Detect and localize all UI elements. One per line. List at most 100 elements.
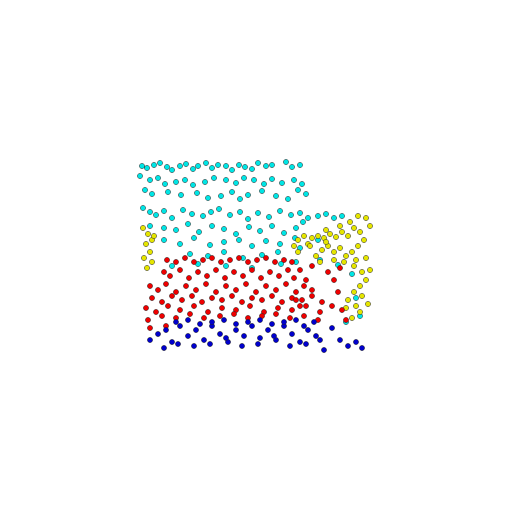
scatter-point-s1-48 xyxy=(307,243,313,249)
scatter-point-s2-32 xyxy=(155,287,161,293)
scatter-point-s2-14 xyxy=(289,259,295,265)
scatter-point-s3-25 xyxy=(345,343,351,349)
scatter-point-s2-97 xyxy=(273,311,279,317)
scatter-point-s0-11 xyxy=(209,165,215,171)
scatter-point-s1-16 xyxy=(333,234,339,240)
scatter-point-s1-34 xyxy=(341,259,347,265)
scatter-point-s2-70 xyxy=(177,307,183,313)
scatter-point-s0-78 xyxy=(173,227,179,233)
scatter-point-s0-2 xyxy=(151,162,157,168)
scatter-point-s3-27 xyxy=(359,345,365,351)
scatter-point-s1-45 xyxy=(349,315,355,321)
scatter-point-s2-44 xyxy=(273,287,279,293)
scatter-point-s2-61 xyxy=(269,293,275,299)
scatter-point-s0-34 xyxy=(233,180,239,186)
scatter-point-s0-49 xyxy=(229,189,235,195)
scatter-point-s3-38 xyxy=(317,337,323,343)
scatter-point-s1-21 xyxy=(363,215,369,221)
scatter-point-s2-3 xyxy=(191,259,197,265)
scatter-point-s2-19 xyxy=(195,269,201,275)
scatter-point-s2-52 xyxy=(179,297,185,303)
scatter-point-s0-19 xyxy=(263,163,269,169)
scatter-point-s2-50 xyxy=(159,299,165,305)
scatter-point-s0-54 xyxy=(285,196,291,202)
scatter-point-s2-60 xyxy=(259,297,265,303)
scatter-point-s2-29 xyxy=(285,267,291,273)
scatter-point-s3-28 xyxy=(161,345,167,351)
scatter-point-s0-40 xyxy=(291,177,297,183)
scatter-point-s2-23 xyxy=(231,269,237,275)
scatter-point-s3-0 xyxy=(147,337,153,343)
scatter-point-s1-28 xyxy=(331,249,337,255)
scatter-point-s0-50 xyxy=(237,196,243,202)
scatter-point-s2-0 xyxy=(164,257,170,263)
scatter-point-s1-47 xyxy=(323,239,329,245)
scatter-point-s2-31 xyxy=(147,283,153,289)
scatter-point-s2-88 xyxy=(145,317,151,323)
scatter-point-s1-1 xyxy=(145,231,151,237)
scatter-point-s3-3 xyxy=(169,339,175,345)
scatter-point-s3-44 xyxy=(233,321,239,327)
scatter-point-s2-40 xyxy=(233,287,239,293)
scatter-point-s0-75 xyxy=(305,215,311,221)
scatter-point-s1-0 xyxy=(140,225,146,231)
scatter-point-s1-55 xyxy=(347,219,353,225)
scatter-point-s2-79 xyxy=(303,303,309,309)
scatter-point-s0-35 xyxy=(241,175,247,181)
scatter-point-s0-45 xyxy=(178,192,184,198)
scatter-point-s1-6 xyxy=(149,259,155,265)
scatter-point-s0-101 xyxy=(263,238,269,244)
scatter-point-s2-21 xyxy=(213,267,219,273)
scatter-point-s1-23 xyxy=(361,237,367,243)
scatter-point-s0-23 xyxy=(297,162,303,168)
scatter-point-s2-59 xyxy=(249,295,255,301)
scatter-point-s0-81 xyxy=(209,223,215,229)
scatter-point-s2-26 xyxy=(258,275,264,281)
scatter-point-s0-83 xyxy=(233,231,239,237)
scatter-point-s0-69 xyxy=(245,216,251,222)
scatter-point-s1-54 xyxy=(337,223,343,229)
scatter-point-s1-52 xyxy=(367,267,373,273)
scatter-point-s1-50 xyxy=(295,249,301,255)
scatter-point-s2-7 xyxy=(227,257,233,263)
scatter-point-s2-55 xyxy=(209,295,215,301)
scatter-point-s2-39 xyxy=(223,283,229,289)
scatter-point-s2-24 xyxy=(240,273,246,279)
scatter-point-s2-10 xyxy=(254,257,260,263)
scatter-point-s2-13 xyxy=(281,257,287,263)
scatter-point-s2-12 xyxy=(272,259,278,265)
scatter-point-s2-71 xyxy=(191,303,197,309)
scatter-point-s3-13 xyxy=(249,323,255,329)
scatter-point-s2-18 xyxy=(186,275,192,281)
scatter-point-s0-7 xyxy=(183,161,189,167)
scatter-point-s0-93 xyxy=(339,213,345,219)
scatter-point-s2-9 xyxy=(245,259,251,265)
scatter-point-s0-28 xyxy=(173,179,179,185)
scatter-point-s3-34 xyxy=(255,341,261,347)
scatter-point-s0-26 xyxy=(155,175,161,181)
scatter-point-s2-16 xyxy=(167,273,173,279)
scatter-point-s0-87 xyxy=(281,230,287,236)
scatter-point-s0-66 xyxy=(216,206,222,212)
scatter-point-s1-43 xyxy=(365,301,371,307)
scatter-point-s0-37 xyxy=(261,181,267,187)
scatter-point-s2-20 xyxy=(204,273,210,279)
scatter-point-s2-102 xyxy=(303,277,309,283)
scatter-point-s0-92 xyxy=(331,215,337,221)
scatter-point-s0-6 xyxy=(177,163,183,169)
scatter-point-s2-75 xyxy=(247,303,253,309)
scatter-point-s2-106 xyxy=(147,325,153,331)
scatter-point-s2-37 xyxy=(203,281,209,287)
scatter-point-s0-68 xyxy=(237,209,243,215)
scatter-point-s0-73 xyxy=(288,212,294,218)
scatter-point-s0-86 xyxy=(269,223,275,229)
scatter-point-s1-15 xyxy=(327,231,333,237)
scatter-point-s2-84 xyxy=(325,269,331,275)
scatter-point-s2-68 xyxy=(153,309,159,315)
scatter-point-s3-40 xyxy=(185,317,191,323)
scatter-point-s0-98 xyxy=(221,239,227,245)
scatter-point-s0-64 xyxy=(200,213,206,219)
scatter-point-s3-1 xyxy=(155,331,161,337)
scatter-point-s2-66 xyxy=(319,299,325,305)
scatter-point-s3-9 xyxy=(217,331,223,337)
